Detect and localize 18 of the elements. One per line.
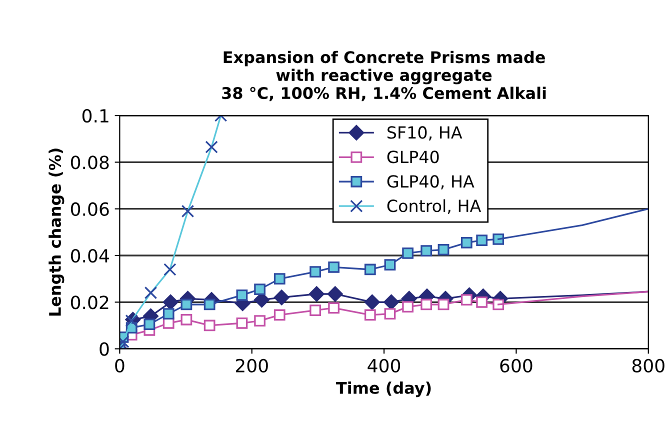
legend-label: Control, HA [387, 199, 482, 214]
y-tick-label: 0.08 [70, 156, 109, 170]
legend-label: GLP40 [387, 150, 439, 164]
y-axis-title: Length change (%) [48, 148, 64, 316]
legend-label: GLP40, HA [387, 175, 474, 190]
x-tick-label: 400 [368, 358, 400, 372]
legend-label: SF10, HA [388, 126, 462, 140]
y-tick-label: 0.06 [70, 202, 109, 216]
y-tick-label: 0.04 [70, 248, 109, 263]
x-axis-title: Time (day) [336, 382, 431, 398]
x-tick-label: 600 [500, 358, 532, 372]
x-tick-label: 0 [115, 358, 124, 372]
x-tick-label: 200 [236, 358, 268, 372]
y-tick-label: 0.02 [70, 296, 108, 310]
y-tick-label: 0 [100, 342, 109, 356]
y-tick-label: 0.1 [82, 109, 108, 123]
x-tick-label: 800 [632, 358, 664, 372]
chart-title: Expansion of Concrete Prisms made with reactive aggregate 38 °C, 100% RH, 1.4% Cement Alkali [222, 50, 546, 102]
